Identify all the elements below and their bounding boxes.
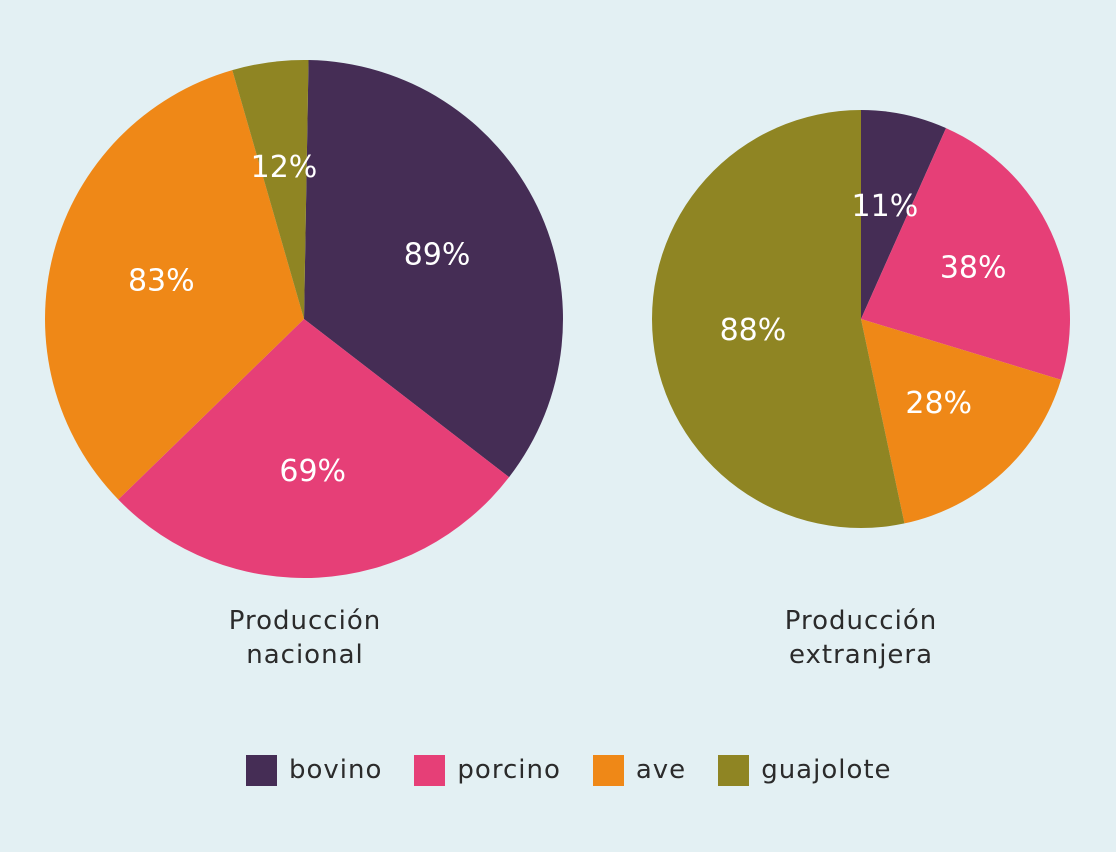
pie-title-nacional: Producción nacional: [155, 604, 455, 672]
slice-label-ave: 28%: [905, 386, 972, 421]
pie-slice-bovino: [304, 60, 563, 478]
pie-title-line-1: Producción: [228, 606, 382, 636]
pie-title-line-1: Producción: [784, 606, 938, 636]
pie-title-line-2: extranjera: [788, 640, 934, 670]
legend-label-guajolote: guajolote: [761, 755, 892, 785]
legend-label-porcino: porcino: [457, 755, 561, 785]
legend-swatch-bovino: [246, 754, 277, 786]
legend-label-bovino: bovino: [289, 755, 383, 785]
pie-slice-ave: [861, 319, 1061, 524]
legend-label-ave: ave: [635, 755, 687, 785]
pie-slice-porcino: [861, 128, 1070, 380]
pie-1: 11% 38% 28% 88%: [652, 110, 1070, 528]
pie-slice-guajolote: [232, 60, 309, 319]
pie-title-line-2: nacional: [246, 640, 364, 670]
pie-0: 89% 69% 83% 12%: [45, 60, 563, 578]
legend-swatch-guajolote: [718, 754, 750, 786]
slice-label-ave: 83%: [128, 264, 195, 299]
pie-slice-guajolote: [652, 110, 905, 528]
slice-label-porcino: 69%: [279, 454, 346, 489]
pie-slice-bovino: [861, 110, 947, 319]
legend-item-bovino: bovino: [246, 754, 383, 786]
legend-item-guajolote: guajolote: [718, 754, 892, 786]
pie-slice-porcino: [118, 319, 510, 578]
slice-label-guajolote: 12%: [251, 150, 318, 185]
legend-swatch-porcino: [414, 754, 446, 786]
legend-item-porcino: porcino: [414, 754, 561, 786]
slice-label-bovino: 89%: [404, 238, 471, 273]
legend: bovino porcino ave guajolote: [246, 754, 924, 786]
pie-title-extranjera: Producción extranjera: [711, 604, 1011, 672]
legend-swatch-ave: [592, 754, 624, 786]
legend-item-ave: ave: [592, 754, 687, 786]
slice-label-guajolote: 88%: [720, 313, 787, 348]
slice-label-porcino: 38%: [940, 250, 1007, 285]
slice-label-bovino: 11%: [852, 189, 919, 224]
pie-slice-ave: [45, 70, 305, 500]
